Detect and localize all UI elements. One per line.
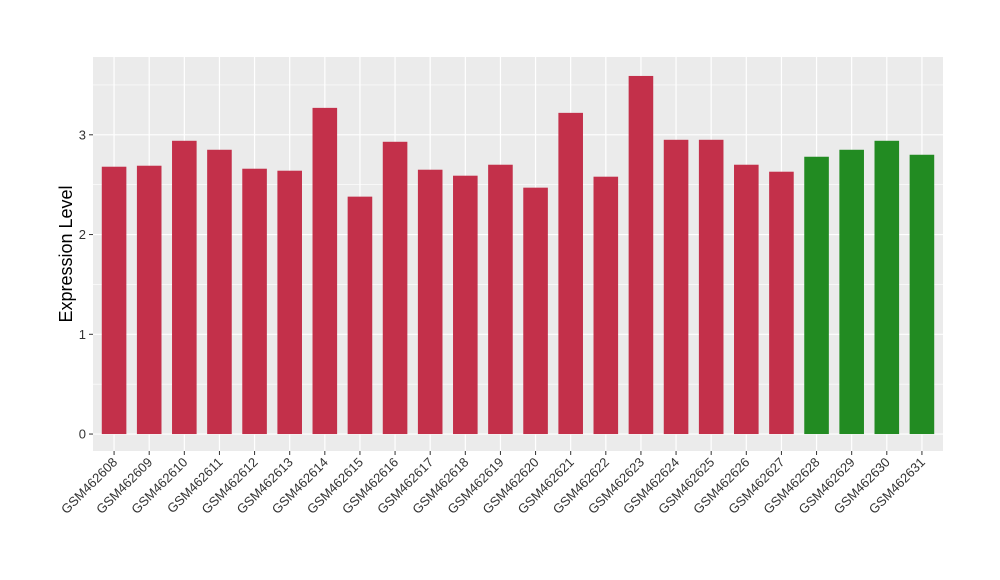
y-tick-label: 1 <box>79 327 86 342</box>
bar-GSM462621 <box>558 112 583 435</box>
y-tick-label: 0 <box>79 427 86 442</box>
bar-GSM462614 <box>312 107 338 435</box>
bar-GSM462625 <box>698 139 724 435</box>
y-tick-label: 2 <box>79 227 86 242</box>
bar-GSM462628 <box>804 156 829 435</box>
bar-GSM462630 <box>874 140 900 435</box>
bar-GSM462627 <box>769 171 794 435</box>
y-axis: 0 1 2 3 <box>79 127 93 442</box>
bar-GSM462619 <box>488 164 513 435</box>
bar-GSM462618 <box>453 175 478 435</box>
bar-GSM462617 <box>417 169 443 435</box>
bar-GSM462611 <box>207 149 232 435</box>
y-axis-title: Expression Level <box>56 185 76 322</box>
x-axis: GSM462608GSM462609GSM462610GSM462611GSM4… <box>58 451 928 517</box>
bar-GSM462620 <box>523 187 548 435</box>
bar-GSM462629 <box>839 149 864 435</box>
bars <box>101 75 935 435</box>
bar-GSM462615 <box>347 196 373 435</box>
bar-GSM462631 <box>909 154 935 435</box>
bar-GSM462624 <box>663 139 689 435</box>
bar-GSM462622 <box>593 176 619 435</box>
bar-GSM462608 <box>101 166 127 435</box>
bar-GSM462612 <box>242 168 267 435</box>
plot-panel <box>93 57 943 451</box>
bar-GSM462626 <box>734 164 759 435</box>
bar-GSM462613 <box>277 170 302 435</box>
bar-GSM462623 <box>628 75 654 435</box>
y-tick-label: 3 <box>79 127 86 142</box>
minor-gridlines <box>93 84 943 385</box>
bar-GSM462609 <box>136 165 162 435</box>
bar-GSM462610 <box>172 140 197 435</box>
bar-GSM462616 <box>382 141 408 435</box>
